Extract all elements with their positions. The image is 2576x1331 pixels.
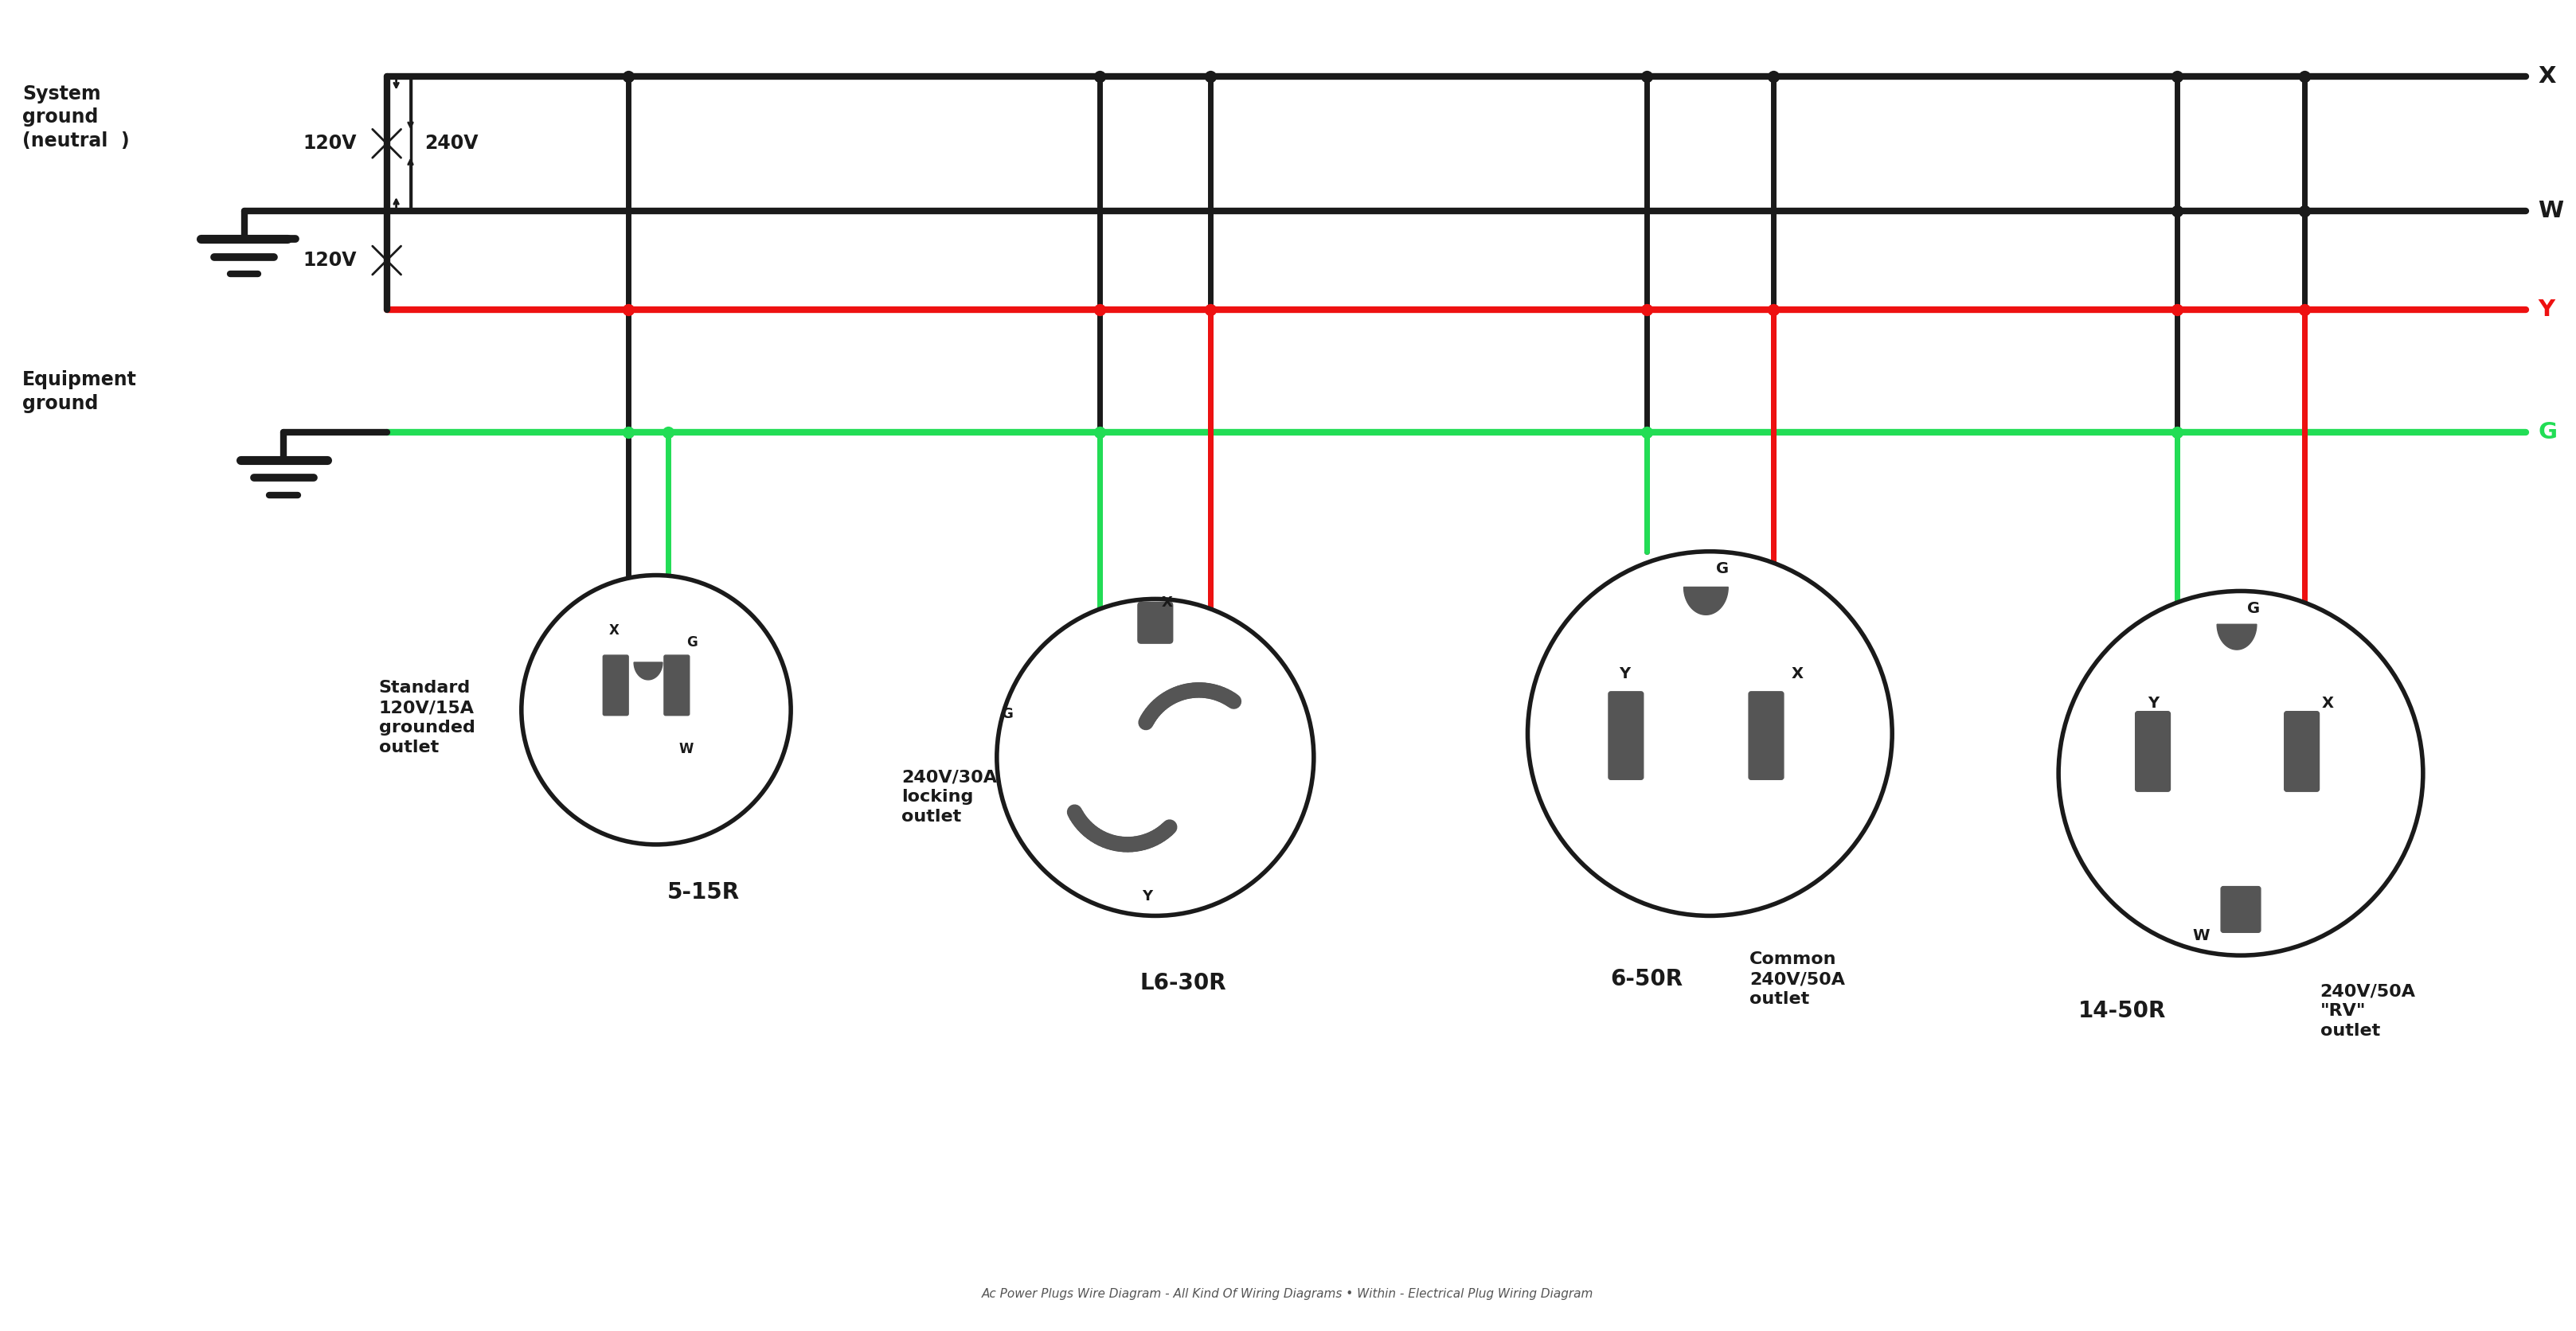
Text: Y: Y (2148, 696, 2159, 711)
Text: W: W (680, 743, 693, 756)
Text: 5-15R: 5-15R (667, 881, 739, 904)
Text: 6-50R: 6-50R (1610, 968, 1682, 990)
Text: 240V/30A
locking
outlet: 240V/30A locking outlet (902, 769, 997, 825)
FancyBboxPatch shape (2221, 886, 2262, 933)
Text: W: W (2537, 200, 2563, 222)
Text: W: W (2192, 928, 2210, 944)
FancyBboxPatch shape (1749, 692, 1783, 780)
Circle shape (1528, 551, 1893, 916)
FancyBboxPatch shape (1607, 692, 1643, 780)
Text: Ac Power Plugs Wire Diagram - All Kind Of Wiring Diagrams • Within - Electrical : Ac Power Plugs Wire Diagram - All Kind O… (981, 1288, 1595, 1300)
Circle shape (520, 575, 791, 844)
Text: Common
240V/50A
outlet: Common 240V/50A outlet (1749, 952, 1844, 1006)
Polygon shape (1685, 587, 1728, 615)
Text: Equipment
ground: Equipment ground (23, 370, 137, 413)
Text: X: X (2537, 65, 2555, 88)
Text: Y: Y (1618, 667, 1631, 681)
Text: Y: Y (2537, 298, 2555, 321)
FancyBboxPatch shape (1139, 602, 1172, 643)
Text: 120V: 120V (304, 250, 355, 270)
FancyBboxPatch shape (603, 655, 629, 715)
Text: Y: Y (1141, 889, 1151, 904)
Text: G: G (2537, 422, 2558, 443)
Circle shape (2058, 591, 2424, 956)
Text: G: G (1716, 562, 1728, 576)
Text: 14-50R: 14-50R (2079, 1000, 2166, 1022)
Text: X: X (1162, 596, 1172, 610)
FancyBboxPatch shape (2136, 712, 2169, 792)
Text: 120V: 120V (304, 134, 355, 153)
Text: G: G (2246, 600, 2259, 616)
Circle shape (997, 599, 1314, 916)
Text: 240V: 240V (425, 134, 479, 153)
Polygon shape (2218, 624, 2257, 650)
Text: X: X (1790, 667, 1803, 681)
FancyBboxPatch shape (2285, 712, 2318, 792)
Text: L6-30R: L6-30R (1139, 972, 1226, 994)
Text: X: X (608, 623, 618, 638)
Text: G: G (1002, 707, 1012, 721)
Text: X: X (2321, 696, 2334, 711)
Text: 240V/50A
"RV"
outlet: 240V/50A "RV" outlet (2321, 984, 2416, 1038)
FancyBboxPatch shape (665, 655, 690, 715)
Text: G: G (685, 635, 698, 650)
Text: Standard
120V/15A
grounded
outlet: Standard 120V/15A grounded outlet (379, 680, 474, 756)
Text: System
ground
(neutral  ): System ground (neutral ) (23, 84, 129, 150)
Polygon shape (634, 663, 662, 680)
